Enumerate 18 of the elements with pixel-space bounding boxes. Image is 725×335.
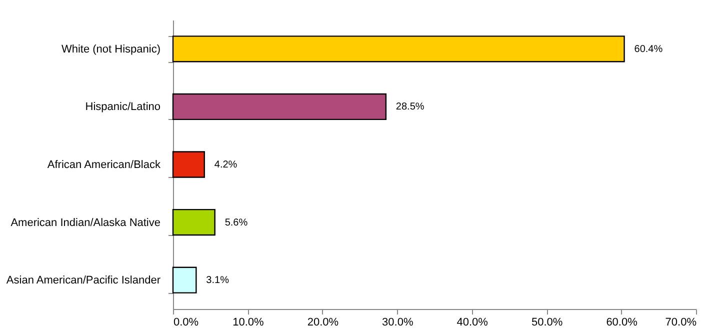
y-tick-label: White (not Hispanic): [61, 43, 160, 56]
x-tick-label: 70.0%: [665, 316, 697, 328]
x-tick-label: 50.0%: [531, 316, 563, 328]
y-tick-label: American Indian/Alaska Native: [10, 216, 160, 229]
data-label: 3.1%: [206, 275, 230, 286]
x-tick-label: 40.0%: [456, 316, 488, 328]
data-label: 60.4%: [634, 44, 663, 55]
y-tick-label: Hispanic/Latino: [85, 101, 160, 114]
x-tick-label: 30.0%: [382, 316, 414, 328]
y-tick-label: African American/Black: [47, 159, 161, 171]
y-tick-label: Asian American/Pacific Islander: [6, 274, 161, 287]
data-label: 4.2%: [214, 160, 238, 170]
x-tick-label: 10.0%: [232, 316, 264, 328]
data-label: 28.5%: [396, 102, 424, 113]
x-tick-label: 20.0%: [307, 316, 339, 328]
x-tick-label: 0.0%: [174, 316, 199, 328]
data-label: 5.6%: [224, 217, 248, 228]
x-tick-label: 60.0%: [606, 316, 638, 328]
